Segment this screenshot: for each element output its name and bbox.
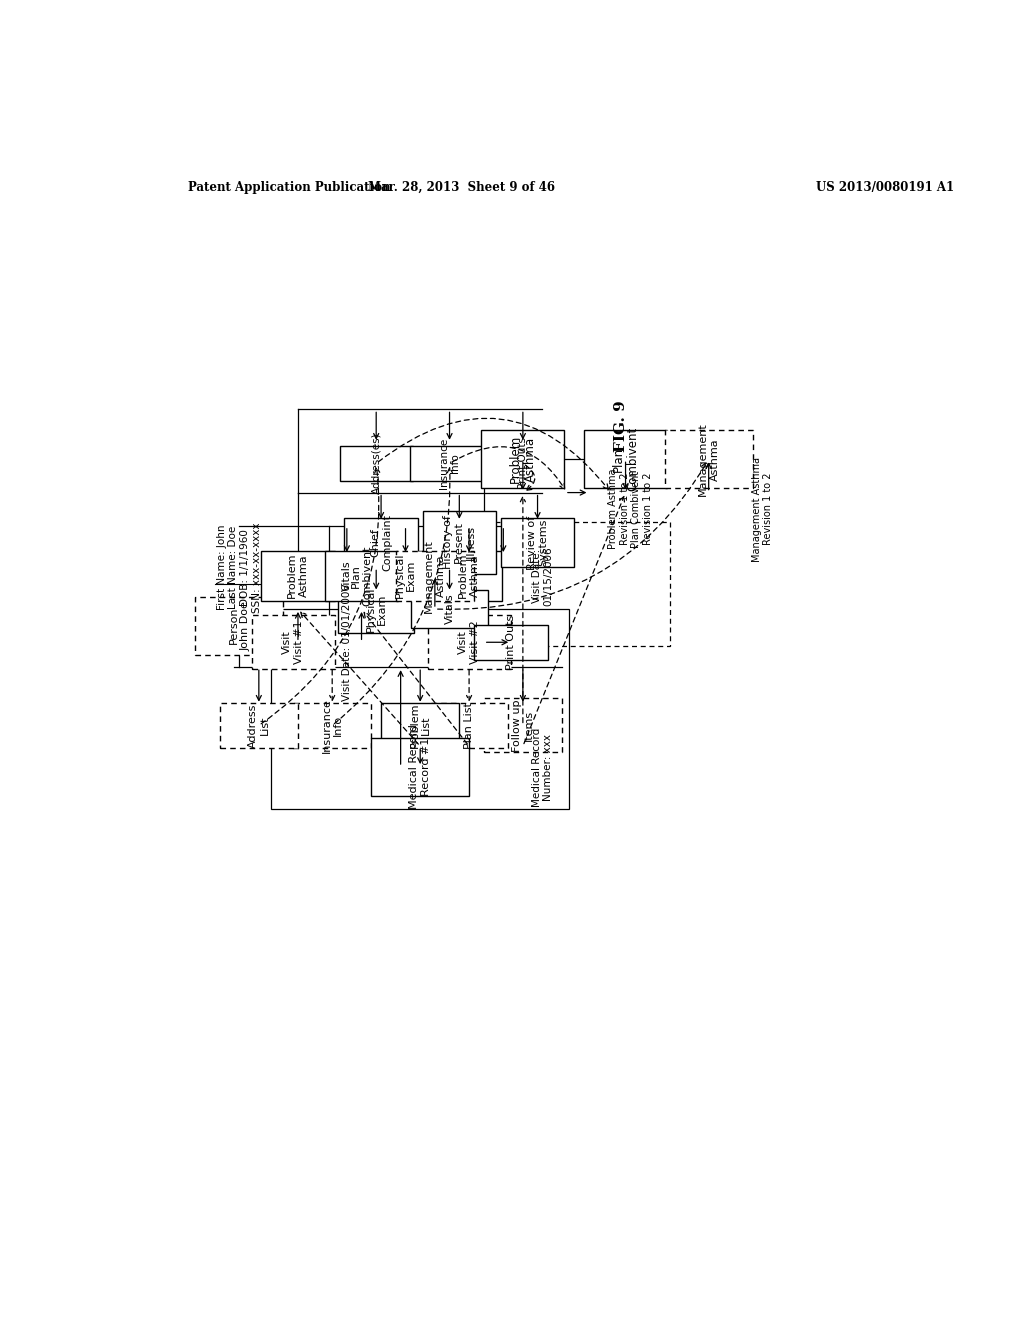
Text: Visit Date: 01/01/2006: Visit Date: 01/01/2006 (342, 583, 352, 701)
Text: Management
Asthma: Management Asthma (424, 539, 445, 612)
FancyBboxPatch shape (430, 702, 508, 748)
Text: Person
John Doe: Person John Doe (228, 601, 250, 651)
FancyBboxPatch shape (340, 446, 413, 480)
Text: US 2013/0080191 A1: US 2013/0080191 A1 (816, 181, 954, 194)
FancyBboxPatch shape (293, 702, 372, 748)
FancyBboxPatch shape (411, 446, 488, 480)
FancyBboxPatch shape (423, 511, 496, 574)
Text: Physical
Exam: Physical Exam (394, 553, 417, 598)
FancyBboxPatch shape (261, 550, 335, 601)
FancyBboxPatch shape (252, 615, 335, 669)
FancyBboxPatch shape (373, 550, 438, 601)
Text: Problem
List: Problem List (410, 702, 431, 748)
FancyBboxPatch shape (372, 738, 469, 796)
Text: Problem
Asthma: Problem Asthma (287, 553, 309, 598)
FancyBboxPatch shape (665, 430, 753, 488)
Text: Print Outs: Print Outs (506, 615, 516, 669)
FancyBboxPatch shape (196, 597, 284, 655)
Text: Vitals: Vitals (444, 594, 455, 624)
Text: Print Outs: Print Outs (518, 437, 528, 490)
Text: Medical Record
Number: xxx: Medical Record Number: xxx (531, 727, 553, 807)
Text: History of
Present
Illness: History of Present Illness (442, 516, 476, 569)
Text: Medical Record
Record #1: Medical Record Record #1 (410, 725, 431, 809)
FancyBboxPatch shape (220, 702, 298, 748)
Text: Problem
Asthma: Problem Asthma (509, 436, 537, 483)
Text: Visit
Visit #1: Visit Visit #1 (283, 620, 304, 664)
FancyBboxPatch shape (338, 585, 415, 634)
Text: Follow up
Items: Follow up Items (512, 700, 534, 751)
Text: Mar. 28, 2013  Sheet 9 of 46: Mar. 28, 2013 Sheet 9 of 46 (369, 181, 555, 194)
FancyBboxPatch shape (395, 550, 474, 601)
FancyBboxPatch shape (474, 624, 548, 660)
FancyBboxPatch shape (483, 698, 562, 752)
Text: First Name: John
Last Name: Doe
DOB: 1/1/1960
SSN: xxx-xx-xxxx: First Name: John Last Name: Doe DOB: 1/1… (217, 523, 262, 612)
FancyBboxPatch shape (584, 430, 667, 488)
FancyBboxPatch shape (501, 519, 574, 566)
Text: Management
Asthma: Management Asthma (698, 422, 720, 496)
FancyBboxPatch shape (412, 590, 487, 628)
FancyBboxPatch shape (486, 446, 559, 480)
Text: Vitals: Vitals (342, 561, 352, 591)
FancyBboxPatch shape (481, 430, 564, 488)
Text: Problem Asthma
Revision 1 to 2
Plan Combivent
Revision 1 to 2: Problem Asthma Revision 1 to 2 Plan Comb… (608, 469, 653, 549)
Text: Visit
Visit #2: Visit Visit #2 (459, 620, 480, 664)
FancyBboxPatch shape (436, 550, 503, 601)
Text: Address(es): Address(es) (371, 433, 381, 494)
Text: Visit Date:
01/15/2006: Visit Date: 01/15/2006 (531, 546, 553, 606)
Text: Plan
Combivent: Plan Combivent (611, 428, 640, 491)
Text: Plan List: Plan List (464, 702, 474, 748)
Text: Chief
Complaint: Chief Complaint (371, 513, 392, 572)
FancyBboxPatch shape (428, 615, 511, 669)
Text: Patent Application Publication: Patent Application Publication (188, 181, 391, 194)
Text: Address
List: Address List (248, 704, 269, 747)
Text: Problem
Asthma: Problem Asthma (459, 553, 480, 598)
Text: FIG. 9: FIG. 9 (613, 400, 628, 451)
Text: Insurance
Info: Insurance Info (322, 698, 343, 752)
Text: Review of
Systems: Review of Systems (526, 515, 548, 569)
Text: Insurance
Info: Insurance Info (438, 438, 461, 490)
FancyBboxPatch shape (325, 550, 398, 601)
Text: Physical
Exam: Physical Exam (366, 586, 387, 632)
FancyBboxPatch shape (313, 556, 380, 595)
Text: Management Asthma
Revision 1 to 2: Management Asthma Revision 1 to 2 (752, 457, 773, 562)
Text: Plan
Combivent: Plan Combivent (351, 545, 373, 606)
FancyBboxPatch shape (381, 702, 460, 748)
FancyBboxPatch shape (344, 517, 418, 568)
